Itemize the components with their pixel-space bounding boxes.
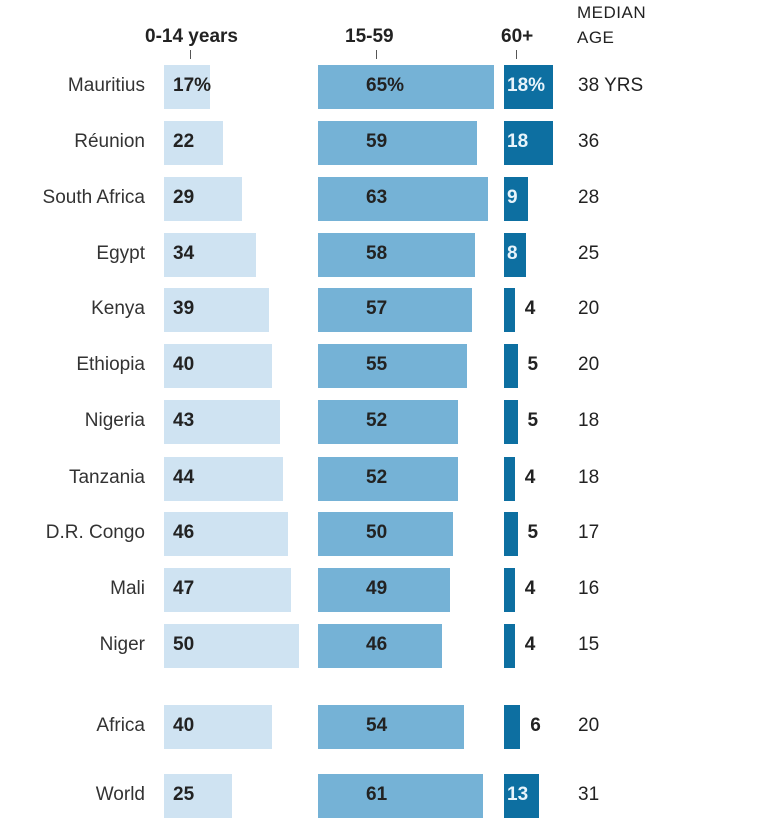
header-15-59: 15-59 <box>345 26 394 47</box>
bar-0-14-years <box>164 177 243 221</box>
bar-15-59 <box>318 65 494 109</box>
bar-60- <box>504 177 529 221</box>
bar-15-59 <box>318 512 453 556</box>
median-age-value: 20 <box>578 298 600 319</box>
median-age-value: 38 YRS <box>578 75 644 96</box>
bar-60- <box>504 457 515 501</box>
value-label: 5 <box>527 354 539 375</box>
value-label: 8 <box>507 243 518 264</box>
value-label: 4 <box>524 467 536 488</box>
value-label: 18 <box>507 131 529 152</box>
header-age: AGE <box>577 28 615 47</box>
country-label: Tanzania <box>68 467 145 488</box>
value-label: 40 <box>173 715 195 736</box>
country-label: Niger <box>99 634 145 655</box>
median-age-value: 25 <box>578 243 600 264</box>
bar-0-14-years <box>164 344 272 388</box>
value-label: 39 <box>173 298 195 319</box>
bar-15-59 <box>318 344 467 388</box>
header-0-14: 0-14 years <box>145 26 238 47</box>
value-label: 17% <box>173 75 212 96</box>
value-label: 4 <box>524 578 536 599</box>
bar-0-14-years <box>164 288 270 332</box>
value-label: 13 <box>507 784 529 805</box>
bar-60- <box>504 624 515 668</box>
value-label: 4 <box>524 298 536 319</box>
country-label: Mauritius <box>67 75 145 96</box>
country-label: Nigeria <box>84 410 145 431</box>
country-label: Kenya <box>91 298 145 319</box>
tick-15-59 <box>376 50 377 59</box>
bar-0-14-years <box>164 705 272 749</box>
median-age-value: 16 <box>578 578 600 599</box>
bar-0-14-years <box>164 774 232 818</box>
bar-15-59 <box>318 457 459 501</box>
value-label: 29 <box>173 187 195 208</box>
tick-0-14 <box>190 50 191 59</box>
median-age-value: 31 <box>578 784 600 805</box>
country-label: Réunion <box>74 131 145 152</box>
header-60plus: 60+ <box>501 26 534 47</box>
median-age-value: 18 <box>578 467 600 488</box>
country-label: Egypt <box>96 243 145 264</box>
bar-0-14-years <box>164 121 224 165</box>
country-label: D.R. Congo <box>45 522 145 543</box>
bar-15-59 <box>318 774 483 818</box>
median-age-value: 36 <box>578 131 600 152</box>
value-label: 50 <box>173 634 195 655</box>
bar-60- <box>504 774 540 818</box>
value-label: 22 <box>173 131 195 152</box>
value-label: 9 <box>507 187 518 208</box>
value-label: 34 <box>173 243 195 264</box>
value-label: 25 <box>173 784 195 805</box>
bar-15-59 <box>318 288 472 332</box>
bar-0-14-years <box>164 400 281 444</box>
bar-0-14-years <box>164 624 299 668</box>
value-label: 44 <box>173 467 195 488</box>
bar-0-14-years <box>164 568 291 612</box>
value-label: 5 <box>527 410 539 431</box>
country-label: World <box>95 784 145 805</box>
bar-60- <box>504 65 553 109</box>
median-age-value: 18 <box>578 410 600 431</box>
value-label: 5 <box>527 522 539 543</box>
bar-60- <box>504 121 553 165</box>
median-age-value: 28 <box>578 187 600 208</box>
bar-60- <box>504 512 518 556</box>
bar-0-14-years <box>164 65 210 109</box>
value-label: 46 <box>173 522 195 543</box>
tick-60plus <box>516 50 517 59</box>
country-label: South Africa <box>42 187 145 208</box>
bar-15-59 <box>318 400 459 444</box>
bar-60- <box>504 288 515 332</box>
bar-15-59 <box>318 705 464 749</box>
bar-0-14-years <box>164 457 283 501</box>
bar-15-59 <box>318 177 489 221</box>
value-label: 18% <box>507 75 546 96</box>
bar-15-59 <box>318 624 443 668</box>
bar-0-14-years <box>164 233 256 277</box>
value-label: 43 <box>173 410 195 431</box>
bar-60- <box>504 705 521 749</box>
header-median: MEDIAN <box>577 3 647 22</box>
country-label: Africa <box>96 715 145 736</box>
bar-15-59 <box>318 121 478 165</box>
bar-60- <box>504 400 518 444</box>
bar-15-59 <box>318 568 451 612</box>
country-label: Ethiopia <box>76 354 145 375</box>
country-label: Mali <box>110 578 145 599</box>
median-age-value: 20 <box>578 715 600 736</box>
bar-60- <box>504 568 515 612</box>
bar-60- <box>504 344 518 388</box>
median-age-value: 15 <box>578 634 600 655</box>
bar-60- <box>504 233 526 277</box>
bar-0-14-years <box>164 512 289 556</box>
bar-15-59 <box>318 233 475 277</box>
value-label: 6 <box>530 715 541 736</box>
median-age-value: 17 <box>578 522 600 543</box>
median-age-value: 20 <box>578 354 600 375</box>
value-label: 4 <box>524 634 536 655</box>
value-label: 47 <box>173 578 195 599</box>
value-label: 40 <box>173 354 195 375</box>
